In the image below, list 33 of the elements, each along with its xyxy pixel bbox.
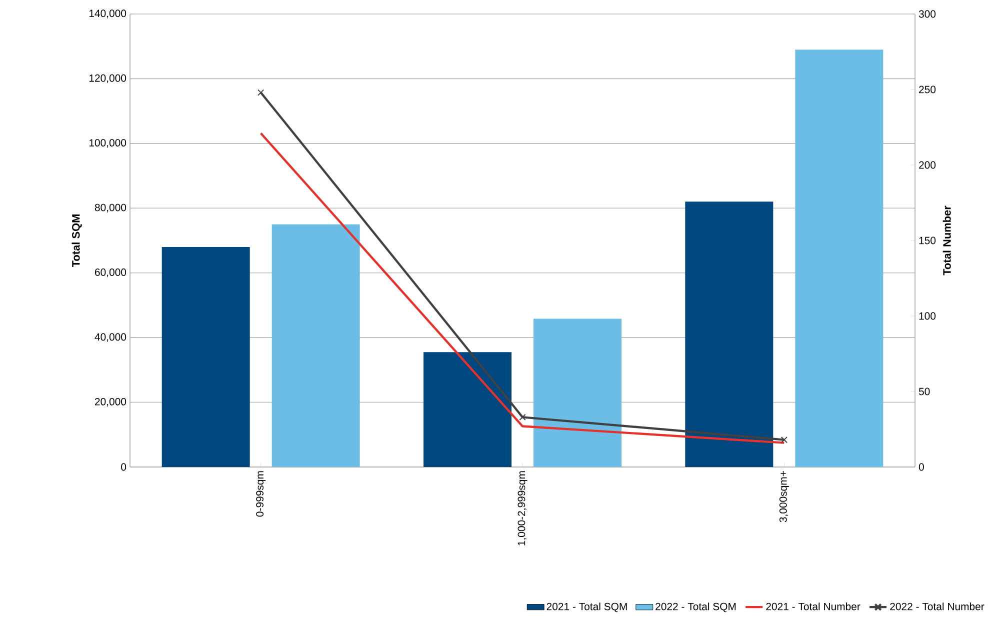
y2-tick-label: 250: [919, 86, 936, 94]
x-tick-label: 3,000sqm+: [779, 471, 789, 522]
legend-label: 2021 - Total Number: [766, 602, 860, 610]
y-tick-label: 20,000: [95, 398, 126, 407]
y-tick-label: 100,000: [89, 139, 126, 148]
point: [519, 414, 526, 420]
y2-axis-title: Total Number: [942, 206, 951, 276]
y2-tick-label: 0: [918, 463, 924, 471]
bar: [162, 246, 250, 467]
y-tick-label: 40,000: [94, 333, 126, 342]
y-tick-label: 120,000: [89, 74, 126, 84]
bar: [534, 318, 622, 467]
bar: [424, 352, 512, 467]
y-tick-label: 60,000: [95, 268, 126, 278]
y-tick-label: 0: [121, 463, 126, 471]
y2-tick-label: 200: [919, 161, 936, 169]
bar: [272, 224, 360, 467]
legend-label: 2022 - Total SQM: [656, 602, 736, 612]
y-tick-label: 80,000: [94, 204, 126, 212]
bar: [685, 202, 774, 467]
y-tick-label: 140,000: [89, 10, 126, 18]
y2-tick-label: 300: [918, 10, 936, 18]
x-tick-label: 0-999sqm: [256, 471, 266, 517]
point: [780, 436, 788, 444]
x-tick-label: 1,000-2,999sqm: [518, 471, 528, 546]
legend-label: 2021 - Total SQM: [546, 602, 627, 612]
y2-tick-label: 150: [919, 236, 936, 244]
y2-tick-label: 50: [918, 388, 930, 396]
y-axis-title: Total SQM: [72, 214, 82, 268]
bar: [795, 50, 884, 467]
y2-tick-label: 100: [919, 312, 936, 320]
legend-label: 2022 - Total Number: [890, 602, 984, 610]
point: [258, 89, 264, 96]
